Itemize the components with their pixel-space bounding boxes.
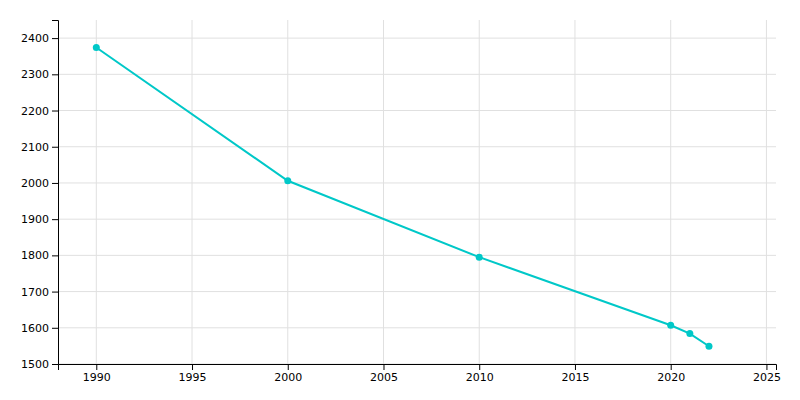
y-tick: 2100	[21, 141, 58, 154]
y-tick: 2200	[21, 105, 58, 118]
x-tick: 2025	[753, 364, 781, 384]
y-tick: 2400	[21, 32, 58, 45]
y-tick-mark	[52, 183, 58, 184]
y-tick-label: 1700	[21, 286, 49, 299]
point	[284, 177, 291, 184]
x-tick: 1995	[179, 364, 207, 384]
y-tick: 2300	[21, 68, 58, 81]
y-tick-mark	[52, 38, 58, 39]
grid	[58, 20, 776, 364]
x-tick-mark	[288, 364, 289, 370]
y-tick-mark	[52, 111, 58, 112]
y-axis: 1500 1600 1700 1800 1900 2000 2100 2200 2300 2400	[21, 21, 59, 372]
y-tick-label: 2400	[21, 32, 49, 45]
y-tick-label: 2000	[21, 177, 49, 190]
x-tick-mark	[766, 364, 767, 370]
x-tick-label: 2025	[753, 371, 781, 384]
grid-line-x	[670, 20, 671, 364]
x-tick: 2015	[561, 364, 589, 384]
grid-line-y	[58, 255, 776, 256]
y-tick-label: 2100	[21, 141, 49, 154]
y-tick: 2000	[21, 177, 58, 190]
x-tick-label: 2020	[657, 371, 685, 384]
x-tick: 2010	[466, 364, 494, 384]
x-tick-mark	[192, 364, 193, 370]
y-tick-label: 2300	[21, 68, 49, 81]
x-tick: 2005	[370, 364, 398, 384]
grid-line-y	[58, 219, 776, 220]
y-tick-mark	[52, 74, 58, 75]
x-tick-label: 2015	[561, 371, 589, 384]
chart: 1990 1995 2000 2005 2010 2015 2020 2025 1500 1600…	[0, 0, 800, 400]
y-tick-mark	[52, 255, 58, 256]
point	[93, 44, 100, 51]
x-tick: 2000	[274, 364, 302, 384]
x-tick-label: 2010	[466, 371, 494, 384]
point	[705, 343, 712, 350]
x-tick-mark	[479, 364, 480, 370]
grid-line-x	[96, 20, 97, 364]
point	[686, 330, 693, 337]
x-tick-mark	[671, 364, 672, 370]
x-tick-label: 2000	[274, 371, 302, 384]
x-tick-label: 1990	[83, 371, 111, 384]
plot-area: 1990 1995 2000 2005 2010 2015 2020 2025 1500 1600…	[21, 20, 781, 384]
x-tick: 1990	[83, 364, 111, 384]
y-tick: 1900	[21, 213, 58, 226]
grid-line-y	[58, 291, 776, 292]
y-tick: 1800	[21, 249, 58, 262]
x-tick-mark	[575, 364, 576, 370]
y-tick-label: 1500	[21, 358, 49, 371]
grid-line-x	[383, 20, 384, 364]
y-axis-line	[52, 21, 59, 365]
point	[476, 254, 483, 261]
grid-line-x	[479, 20, 480, 364]
grid-line-x	[766, 20, 767, 364]
grid-line-y	[58, 38, 776, 39]
x-tick-mark	[96, 364, 97, 370]
y-tick: 1500	[21, 358, 58, 371]
x-tick-mark	[383, 364, 384, 370]
y-tick-mark	[52, 292, 58, 293]
x-tick-label: 1995	[179, 371, 207, 384]
y-tick-mark	[52, 219, 58, 220]
x-axis-line	[59, 365, 777, 371]
x-axis: 1990 1995 2000 2005 2010 2015 2020 2025	[59, 364, 781, 384]
y-tick-label: 2200	[21, 105, 49, 118]
grid-line-x	[287, 20, 288, 364]
grid-line-y	[58, 74, 776, 75]
x-tick: 2020	[657, 364, 685, 384]
y-tick: 1700	[21, 286, 58, 299]
y-tick-mark	[52, 328, 58, 329]
line	[96, 48, 709, 347]
y-tick: 1600	[21, 322, 58, 335]
grid-line-y	[58, 110, 776, 111]
x-tick-label: 2005	[370, 371, 398, 384]
y-tick-label: 1800	[21, 249, 49, 262]
series	[93, 44, 713, 350]
grid-line-x	[192, 20, 193, 364]
grid-line-x	[574, 20, 575, 364]
point	[667, 322, 674, 329]
y-tick-mark	[52, 147, 58, 148]
y-tick-label: 1600	[21, 322, 49, 335]
grid-line-y	[58, 146, 776, 147]
grid-line-y	[58, 182, 776, 183]
y-tick-label: 1900	[21, 213, 49, 226]
y-tick-mark	[52, 364, 58, 365]
